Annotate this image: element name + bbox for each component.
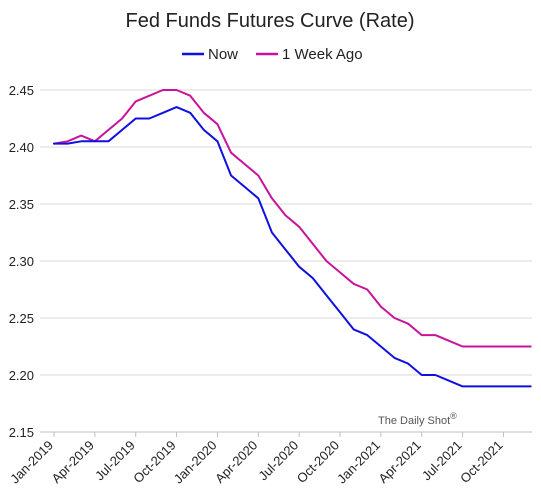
y-tick-labels: 2.45 2.40 2.35 2.30 2.25 2.20 2.15	[9, 83, 34, 440]
x-tick-marks	[53, 432, 504, 437]
y-tick-label-2.20: 2.20	[9, 368, 34, 383]
series-lines	[53, 89, 532, 388]
y-tick-label-2.30: 2.30	[9, 254, 34, 269]
x-tick-label-jan-2020: Jan-2020	[171, 438, 220, 487]
y-tick-label-2.45: 2.45	[9, 83, 34, 98]
watermark: The Daily Shot®	[378, 411, 457, 427]
x-tick-label-apr-2020: Apr-2020	[212, 438, 260, 486]
watermark-registered-mark: ®	[450, 411, 457, 421]
x-tick-label-jan-2019: Jan-2019	[7, 438, 56, 487]
legend-label-now: Now	[208, 46, 238, 63]
legend-label-1-week-ago: 1 Week Ago	[282, 46, 363, 63]
x-tick-labels: Jan-2019Apr-2019Jul-2019Oct-2019Jan-2020…	[7, 438, 505, 487]
y-tick-label-2.35: 2.35	[9, 197, 34, 212]
x-tick-label-oct-2019: Oct-2019	[130, 438, 178, 486]
x-tick-label-oct-2021: Oct-2021	[457, 438, 505, 486]
y-tick-label-2.15: 2.15	[9, 425, 34, 440]
x-tick-label-apr-2019: Apr-2019	[49, 438, 97, 486]
series-line-now	[53, 106, 532, 388]
x-tick-label-jan-2021: Jan-2021	[334, 438, 383, 487]
chart-title: Fed Funds Futures Curve (Rate)	[126, 10, 415, 32]
y-tick-label-2.25: 2.25	[9, 311, 34, 326]
y-tick-label-2.40: 2.40	[9, 140, 34, 155]
x-tick-label-oct-2020: Oct-2020	[294, 438, 342, 486]
series-line-1-week-ago	[53, 89, 532, 348]
x-tick-label-apr-2021: Apr-2021	[375, 438, 423, 486]
watermark-text: The Daily Shot	[378, 415, 450, 427]
legend: Now 1 Week Ago	[182, 46, 363, 63]
gridlines	[40, 89, 532, 376]
